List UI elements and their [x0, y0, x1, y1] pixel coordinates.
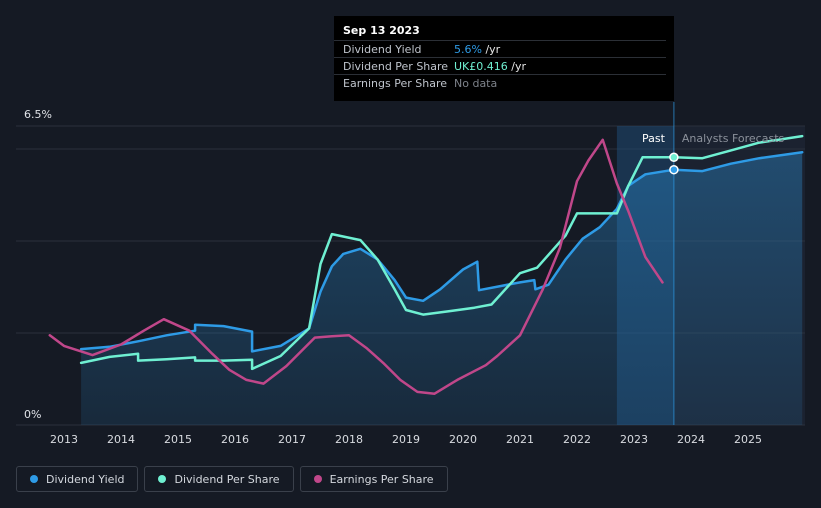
tooltip-label: Dividend Per Share	[343, 60, 449, 73]
legend-item-dividend-yield[interactable]: Dividend Yield	[16, 466, 139, 492]
tooltip-date: Sep 13 2023	[343, 24, 420, 37]
legend-label: Dividend Yield	[46, 472, 125, 486]
tooltip-row-earnings-per-share: Earnings Per Share No data	[334, 74, 666, 92]
x-tick-label: 2023	[620, 433, 648, 446]
past-label: Past	[642, 132, 666, 145]
legend-label: Earnings Per Share	[329, 472, 434, 486]
series-line-dividend-per-share[interactable]	[79, 134, 804, 371]
legend-dot-icon	[158, 475, 167, 483]
tooltip-value-unit: /yr	[507, 60, 527, 73]
tooltip-label: Dividend Yield	[343, 43, 422, 56]
x-tick-label: 2025	[734, 433, 762, 446]
legend-dot-icon	[30, 475, 38, 483]
tooltip-value: UK£0.416 /yr	[454, 60, 526, 73]
x-tick-label: 2018	[335, 433, 363, 446]
legend-dot-icon	[313, 475, 322, 483]
tooltip-value-number: 5.6%	[454, 43, 482, 56]
legend-item-dividend-per-share[interactable]: Dividend Per Share	[144, 466, 294, 492]
legend-label: Dividend Per Share	[174, 472, 280, 486]
tooltip-value-unit: /yr	[481, 43, 501, 56]
series-line-earnings-per-share[interactable]	[48, 138, 664, 395]
tooltip-value-number: UK£0.416	[454, 60, 508, 73]
x-tick-label: 2020	[449, 433, 477, 446]
x-tick-label: 2019	[392, 433, 420, 446]
tooltip-row-dividend-per-share: Dividend Per Share UK£0.416 /yr	[334, 57, 666, 75]
tooltip-label: Earnings Per Share	[343, 77, 448, 90]
x-tick-label: 2021	[506, 433, 534, 446]
analysts-forecasts-label: Analysts Forecasts	[682, 132, 785, 145]
x-tick-label: 2014	[107, 433, 135, 446]
x-tick-label: 2022	[563, 433, 591, 446]
x-tick-label: 2015	[164, 433, 192, 446]
y-axis-label-bottom: 0%	[24, 408, 41, 421]
marker-dividend-yield	[669, 164, 679, 175]
tooltip-value: No data	[454, 77, 497, 90]
y-axis-label-top: 6.5%	[24, 108, 52, 121]
x-tick-label: 2016	[221, 433, 249, 446]
legend: Dividend Yield Dividend Per Share Earnin…	[16, 466, 448, 492]
legend-item-earnings-per-share[interactable]: Earnings Per Share	[299, 466, 448, 492]
x-tick-label: 2013	[50, 433, 78, 446]
x-tick-label: 2024	[677, 433, 705, 446]
marker-dividend-per-share	[669, 152, 679, 163]
tooltip: Sep 13 2023 Dividend Yield 5.6% /yr Divi…	[334, 16, 674, 101]
tooltip-value: 5.6% /yr	[454, 43, 500, 56]
x-tick-label: 2017	[278, 433, 306, 446]
x-axis-ticks: 2013 2014 2015 2016 2017 2018 2019 2020 2021 2022…	[50, 433, 762, 446]
tooltip-row-dividend-yield: Dividend Yield 5.6% /yr	[334, 40, 666, 58]
tooltip-value-number: No data	[454, 77, 498, 90]
